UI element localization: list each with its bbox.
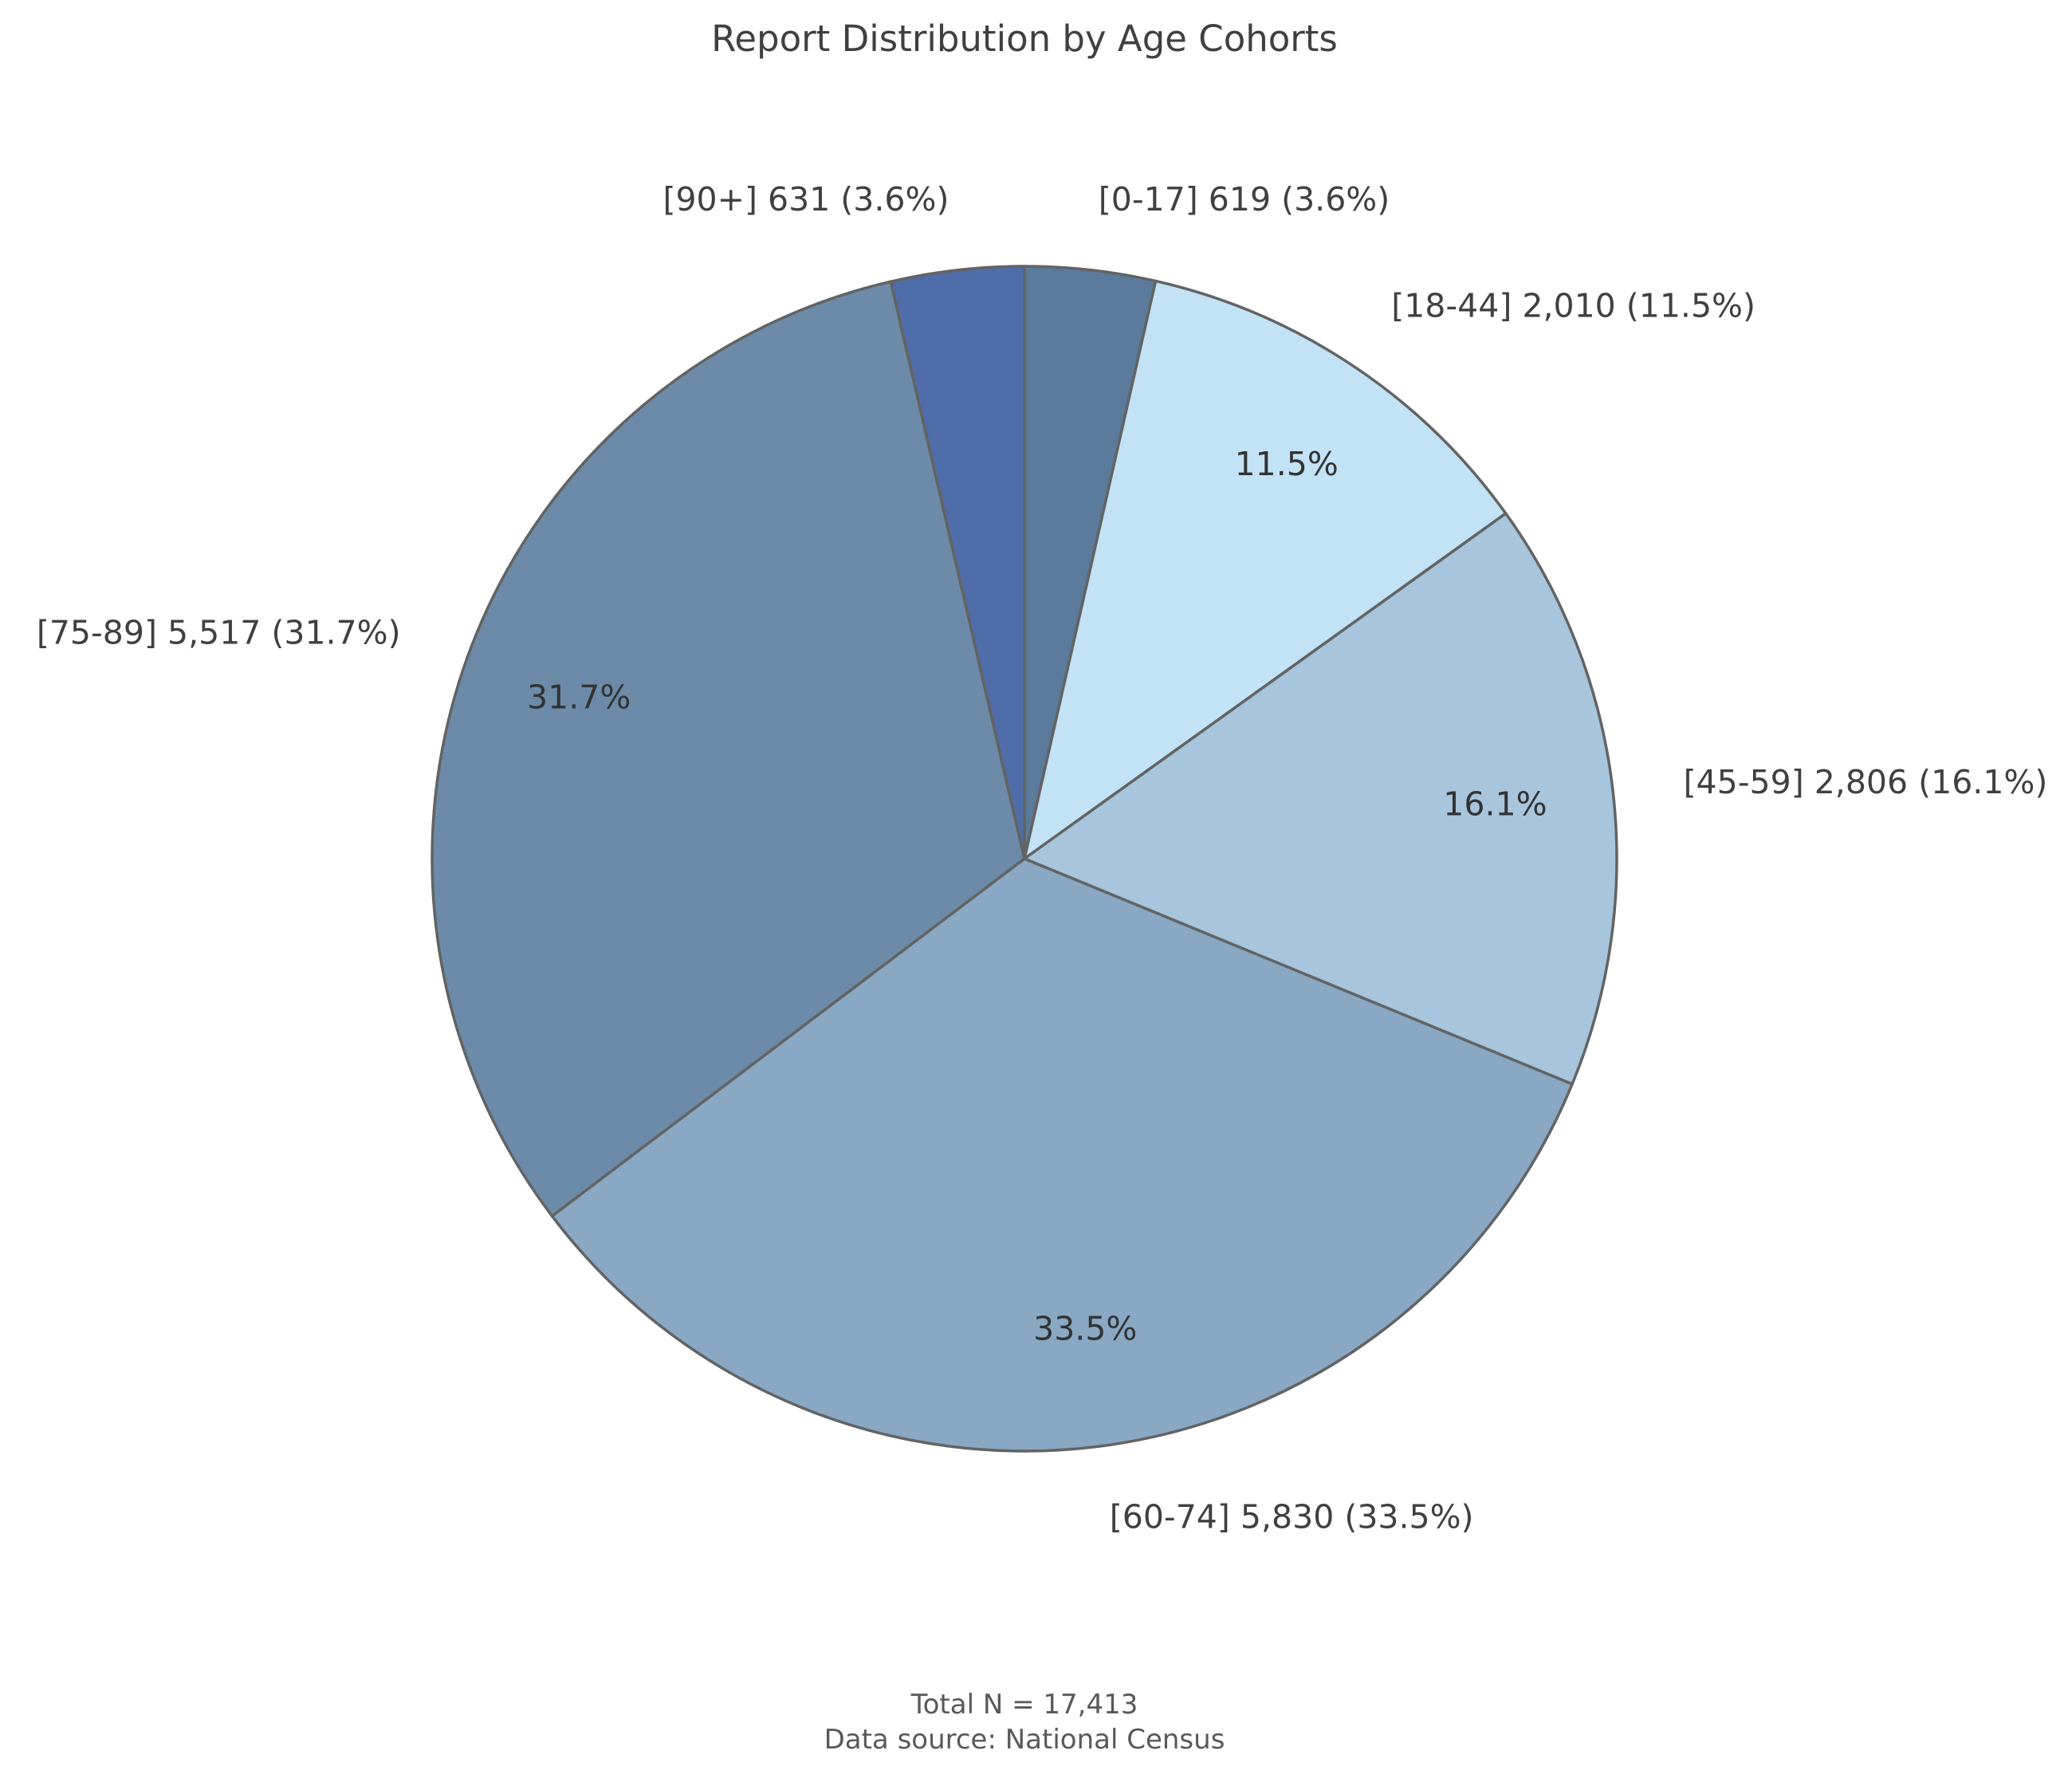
slice-outer-labels: [0-17] 619 (3.6%) [18-44] 2,010 (11.5%) [4…	[37, 180, 2048, 1536]
slice-percent-labels: 11.5% 16.1% 33.5% 31.7%	[527, 445, 1547, 1348]
slice-label: [18-44] 2,010 (11.5%)	[1391, 287, 1755, 325]
chart-title: Report Distribution by Age Cohorts	[711, 18, 1338, 60]
pie-slice-60-74	[550, 857, 1574, 1453]
slice-percent-label: 11.5%	[1235, 445, 1339, 483]
pie-slices	[431, 265, 1618, 1453]
slice-label: [0-17] 619 (3.6%)	[1099, 180, 1390, 218]
slice-label: [60-74] 5,830 (33.5%)	[1110, 1497, 1474, 1536]
pie-slice-90	[889, 265, 1026, 860]
footer-source: Data source: National Census	[824, 1724, 1225, 1756]
slice-label: [45-59] 2,806 (16.1%)	[1684, 763, 2048, 801]
footer-total: Total N = 17,413	[910, 1689, 1138, 1721]
slice-label: [75-89] 5,517 (31.7%)	[37, 613, 401, 651]
pie-slice-18-44	[1023, 279, 1508, 860]
slice-percent-label: 16.1%	[1443, 785, 1547, 823]
slice-percent-label: 31.7%	[527, 678, 631, 716]
slice-label: [90+] 631 (3.6%)	[662, 180, 949, 218]
pie-slice-45-59	[1023, 512, 1618, 1086]
slice-percent-label: 33.5%	[1033, 1309, 1137, 1347]
pie-slice-75-89	[431, 280, 1026, 1217]
